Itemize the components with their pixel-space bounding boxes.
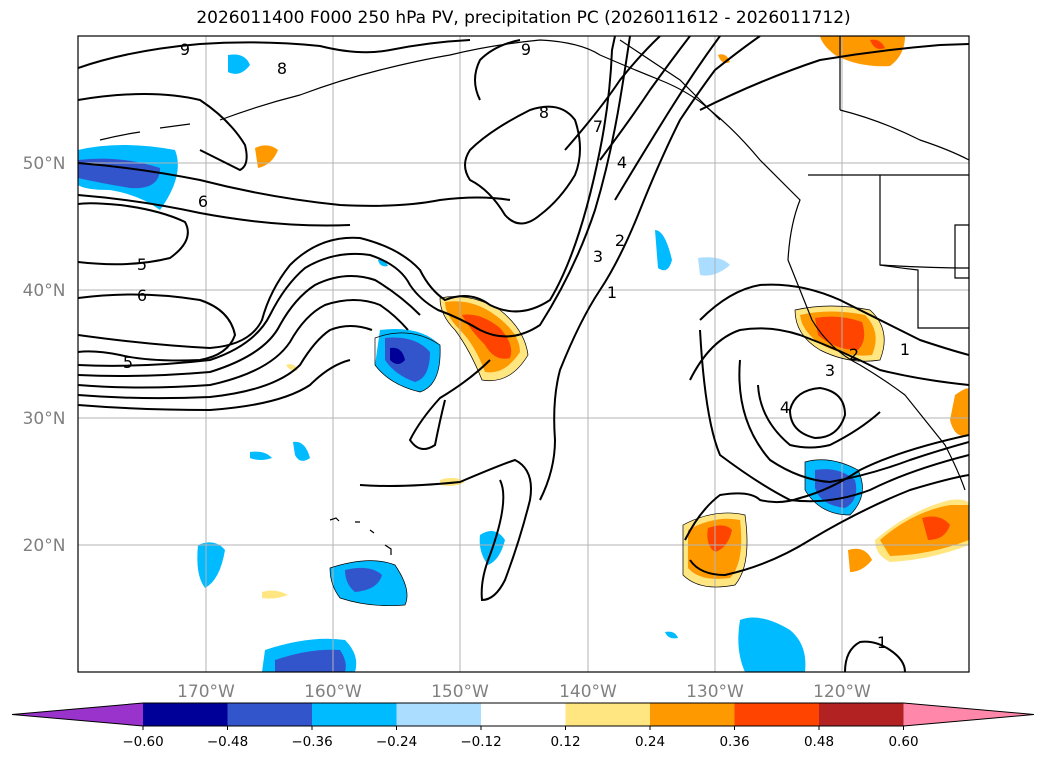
colorbar-tick-label: −0.36 bbox=[291, 734, 332, 750]
lon-label: 120°W bbox=[813, 682, 871, 702]
longitude-labels: 170°W 160°W 150°W 140°W 130°W 120°W bbox=[177, 682, 871, 702]
contour-label: 6 bbox=[137, 286, 147, 305]
colorbar-tick-label: 0.24 bbox=[635, 734, 665, 750]
colorbar-tick-label: 0.48 bbox=[804, 734, 834, 750]
lat-label: 30°N bbox=[23, 409, 66, 429]
colorbar-box bbox=[734, 703, 820, 726]
latitude-labels: 50°N 40°N 30°N 20°N bbox=[23, 154, 66, 556]
colorbar-tick-label: 0.12 bbox=[550, 734, 580, 750]
contour-label: 3 bbox=[593, 247, 603, 266]
colorbar-extension-high bbox=[903, 703, 1034, 726]
lat-label: 50°N bbox=[23, 154, 66, 174]
lat-label: 20°N bbox=[23, 536, 66, 556]
contour-label: 3 bbox=[825, 361, 835, 380]
colorbar-box bbox=[143, 703, 228, 726]
colorbar-box bbox=[481, 703, 566, 726]
contour-label: 9 bbox=[521, 40, 531, 59]
lat-label: 40°N bbox=[23, 281, 66, 301]
map-title: 2026011400 F000 250 hPa PV, precipitatio… bbox=[196, 8, 851, 28]
pv-contours bbox=[78, 36, 969, 672]
contour-label: 5 bbox=[123, 353, 133, 372]
colorbar-tick-label: −0.60 bbox=[122, 734, 163, 750]
contour-label: 8 bbox=[539, 103, 549, 122]
contour-label: 5 bbox=[137, 255, 147, 274]
contour-label: 9 bbox=[180, 40, 190, 59]
colorbar-box bbox=[396, 703, 482, 726]
colorbar: −0.60 −0.48 −0.36 −0.24 −0.12 0.12 0.24 0.36 0.4… bbox=[11, 702, 1035, 750]
colorbar-extension-low bbox=[12, 703, 143, 726]
contour-label: 7 bbox=[593, 117, 603, 136]
colorbar-tick-label: −0.24 bbox=[376, 734, 417, 750]
contour-label: 4 bbox=[617, 153, 627, 172]
contour-labels: 9 8 9 8 7 6 5 6 5 4 3 2 1 4 3 2 1 1 bbox=[123, 40, 910, 652]
lon-label: 140°W bbox=[559, 682, 617, 702]
lon-label: 170°W bbox=[177, 682, 235, 702]
lon-label: 160°W bbox=[304, 682, 362, 702]
contour-label: 2 bbox=[615, 231, 625, 250]
colorbar-box bbox=[650, 703, 735, 726]
colorbar-box bbox=[227, 703, 313, 726]
colorbar-tick-label: 0.60 bbox=[888, 734, 918, 750]
coastlines bbox=[99, 36, 969, 555]
contour-label: 2 bbox=[849, 345, 859, 364]
lon-label: 150°W bbox=[431, 682, 489, 702]
contour-label: 6 bbox=[198, 192, 208, 211]
lon-label: 130°W bbox=[686, 682, 744, 702]
colorbar-box bbox=[565, 703, 651, 726]
contour-label: 1 bbox=[900, 340, 910, 359]
contour-label: 1 bbox=[877, 633, 887, 652]
graticule bbox=[78, 36, 969, 672]
positive-precip-anomalies bbox=[255, 36, 969, 599]
contour-label: 4 bbox=[780, 398, 790, 417]
colorbar-box bbox=[312, 703, 397, 726]
contour-label: 1 bbox=[607, 283, 617, 302]
colorbar-tick-label: −0.12 bbox=[460, 734, 501, 750]
colorbar-tick-label: −0.48 bbox=[207, 734, 248, 750]
colorbar-box bbox=[819, 703, 904, 726]
map-border bbox=[77, 35, 970, 673]
negative-precip-anomalies bbox=[78, 54, 863, 672]
colorbar-tick-label: 0.36 bbox=[719, 734, 749, 750]
contour-label: 8 bbox=[277, 59, 287, 78]
